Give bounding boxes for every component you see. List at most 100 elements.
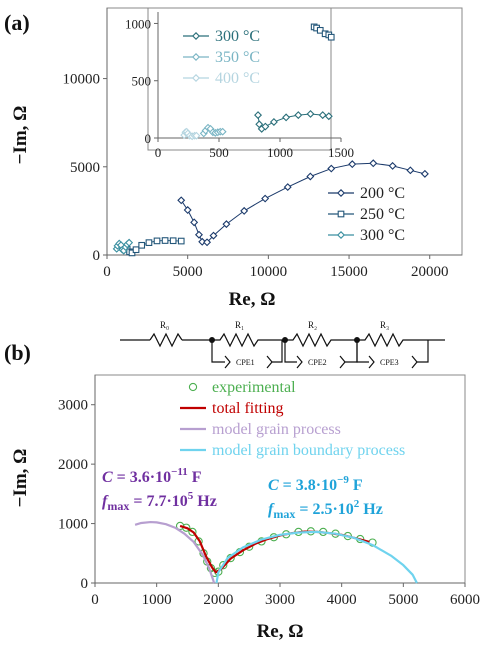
x-tick-label: 1000 [267,145,293,160]
x-tick-label: 0 [91,592,99,608]
label-r2: R₂ [308,320,317,330]
legend-label: 400 °C [215,70,260,87]
data-point [254,111,263,120]
data-point [218,127,227,136]
x-tick-label: 2000 [203,592,233,608]
data-point [219,561,228,570]
panel-b-y-ticks: 0 1000 2000 3000 [58,375,96,592]
x-tick-label: 500 [209,145,229,160]
legend-label: 250 °C [360,206,405,223]
data-point [198,237,207,246]
data-point [161,237,169,244]
data-point [261,122,270,131]
data-point [316,26,324,34]
panel-a-label: (a) [4,10,30,35]
data-point [282,113,291,122]
data-point [183,206,192,214]
data-point [348,160,357,169]
cpe2-symbol [339,355,346,369]
resistor-r3 [357,332,428,348]
panel-b-x-ticks: 0 1000 2000 3000 4000 5000 6000 [91,582,480,608]
panel-b-legend: experimental total fitting model grain pro… [180,379,405,459]
data-point [209,231,218,240]
y-tick-label: 1000 [125,16,151,31]
y-tick-label: 5000 [70,160,100,176]
data-point [169,237,177,245]
data-point [125,238,134,247]
data-point [190,218,199,227]
resistor-r1 [212,332,282,348]
panel-a-y-ticks: 0 5000 10000 [63,8,108,264]
data-point [388,161,397,170]
legend-label: 200 °C [360,185,405,202]
panel-a-ylabel: −Im, Ω [10,106,31,165]
resistor-r0 [149,332,183,348]
x-tick-label: 15000 [330,264,368,280]
data-point [306,109,315,118]
y-tick-label: 10000 [63,72,101,88]
data-point [132,246,140,254]
cpe2-symbol [296,355,303,369]
capacitance-text: C = 3.6·10−11 F [102,466,202,486]
data-point [138,241,146,249]
panel-b-series [134,520,418,584]
legend-label: total fitting [212,400,284,417]
cpe3-symbol [411,355,418,369]
x-tick-label: 1000 [142,592,172,608]
data-point [420,169,429,178]
legend-swatch-marker [192,53,200,61]
panel-a-xlabel: Re, Ω [229,289,276,310]
y-tick-label: 0 [81,576,89,592]
data-point [145,239,153,247]
panel-b-label: (b) [4,340,31,365]
legend-swatch-marker [192,74,200,82]
legend-label: 350 °C [215,49,260,66]
data-point [369,159,378,168]
legend-swatch-marker [337,189,345,197]
circuit-wire [211,340,225,363]
x-tick-label: 4000 [327,592,357,608]
fmax-text: fmax = 2.5·102 Hz [268,498,383,521]
circuit-wire [356,340,369,363]
y-tick-label: 500 [132,74,152,89]
x-tick-label: 3000 [265,592,295,608]
circuit-node [209,337,215,343]
circuit-wire [417,340,429,363]
cpe1-symbol [266,355,273,369]
y-tick-label: 0 [145,131,152,146]
resistor-r2 [285,332,357,348]
x-tick-label: 5000 [173,264,203,280]
x-tick-label: 20000 [411,264,449,280]
panel-a-series [112,159,429,257]
series-line-2 [134,520,216,584]
legend-label: 300 °C [215,28,260,45]
grain-annotation: C = 3.6·10−11 F fmax = 7.7·105 Hz [102,466,217,513]
legend-swatch-marker [188,382,198,392]
label-r0: R₀ [160,320,169,330]
circuit-wire [345,340,358,363]
label-r1: R₁ [235,320,244,330]
capacitance-text: C = 3.8·10−9 F [268,474,363,494]
cpe1-symbol [224,355,231,369]
circuit-wire [272,340,283,363]
x-tick-label: 5000 [388,592,418,608]
label-cpe1: CPE1 [236,358,255,367]
data-point [203,238,212,247]
legend-label: 300 °C [360,227,405,244]
equivalent-circuit [120,332,445,369]
y-tick-label: 1000 [58,517,88,533]
data-point [306,172,315,181]
data-point [324,112,333,121]
circuit-node [354,337,360,343]
data-point [318,111,327,120]
data-point [194,230,203,239]
data-point [177,196,186,205]
panel-b-xlabel: Re, Ω [257,621,304,642]
legend-swatch-marker [337,210,345,218]
label-cpe2: CPE2 [308,358,327,367]
y-tick-label: 2000 [58,457,88,473]
y-tick-label: 3000 [58,398,88,414]
data-point [261,194,270,203]
